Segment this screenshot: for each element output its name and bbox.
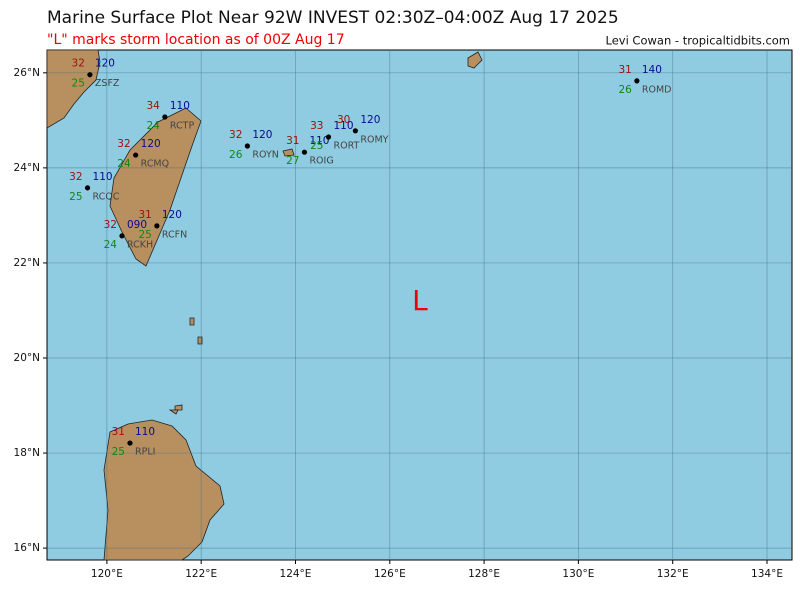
- station-id: RCKH: [127, 239, 153, 250]
- lat-label: 24°N: [14, 162, 40, 174]
- lat-label: 16°N: [14, 542, 40, 554]
- graticule: 120°E 122°E 124°E 126°E 128°E 130°E 132°E 134°E…: [14, 50, 792, 580]
- lon-label: 128°E: [468, 568, 500, 580]
- station-id: ROMD: [642, 84, 672, 95]
- storm-marker: L: [412, 284, 428, 317]
- lat-label: 26°N: [14, 67, 40, 79]
- station-dot: [634, 78, 640, 84]
- lat-label: 22°N: [14, 257, 40, 269]
- pressure: 110: [135, 426, 155, 438]
- land: [46, 49, 483, 561]
- station-dot: [127, 440, 133, 446]
- lon-label: 122°E: [185, 568, 217, 580]
- station-dot: [325, 134, 332, 140]
- dewpoint: 25: [69, 191, 82, 203]
- dewpoint: 25: [310, 140, 323, 152]
- pressure: 110: [170, 100, 190, 112]
- station-id: ROYN: [252, 150, 278, 161]
- station-dot: [154, 223, 160, 229]
- station-dot: [352, 128, 358, 134]
- station-id: RCFN: [162, 229, 187, 240]
- title: Marine Surface Plot Near 92W INVEST 02:3…: [47, 8, 619, 28]
- lon-label: 120°E: [91, 568, 123, 580]
- station-id: RCQC: [93, 191, 120, 202]
- pressure: 110: [333, 120, 353, 132]
- station-dot: [133, 152, 139, 158]
- pressure: 120: [252, 129, 272, 141]
- station-id: ZSFZ: [95, 78, 120, 89]
- station-id: ROMY: [360, 134, 388, 145]
- lon-label: 130°E: [562, 568, 594, 580]
- dewpoint: 24: [117, 158, 131, 170]
- credit: Levi Cowan - tropicaltidbits.com: [606, 34, 791, 48]
- dewpoint: 25: [138, 229, 151, 241]
- station-id: RORT: [333, 140, 359, 151]
- station-id: RCTP: [170, 121, 195, 132]
- pressure: 120: [95, 58, 115, 70]
- pressure: 110: [93, 171, 113, 183]
- temperature: 31: [286, 135, 299, 147]
- temperature: 31: [112, 426, 125, 438]
- station-dot: [84, 185, 91, 191]
- station-id: RPLI: [135, 447, 155, 458]
- pressure: 110: [309, 135, 329, 147]
- lon-label: 132°E: [657, 568, 689, 580]
- station-dot: [244, 143, 250, 149]
- dewpoint: 27: [286, 155, 299, 167]
- lat-label: 18°N: [14, 447, 40, 459]
- dewpoint: 26: [229, 149, 243, 161]
- pressure: 120: [162, 209, 182, 221]
- station-dot: [301, 149, 308, 155]
- lon-label: 124°E: [280, 568, 312, 580]
- temperature: 31: [138, 209, 151, 221]
- temperature: 32: [104, 219, 117, 231]
- dewpoint: 26: [618, 84, 632, 96]
- temperature: 34: [147, 100, 161, 112]
- pressure: 120: [141, 138, 161, 150]
- station-id: ROIG: [309, 156, 333, 167]
- temperature: 33: [310, 120, 323, 132]
- pressure: 090: [127, 219, 147, 231]
- temperature: 32: [72, 58, 85, 70]
- lon-label: 126°E: [374, 568, 406, 580]
- lon-label: 134°E: [751, 568, 783, 580]
- dewpoint: 25: [72, 78, 85, 90]
- dewpoint: 24: [147, 120, 161, 132]
- temperature: 32: [69, 171, 82, 183]
- station-id: RCMQ: [141, 159, 169, 170]
- station-dot: [162, 114, 168, 120]
- temperature: 31: [618, 64, 631, 76]
- temperature: 32: [229, 129, 242, 141]
- lat-label: 20°N: [14, 352, 40, 364]
- dewpoint: 25: [112, 446, 125, 458]
- station-dot: [87, 72, 93, 78]
- subtitle: "L" marks storm location as of 00Z Aug 1…: [47, 32, 345, 48]
- pressure: 120: [360, 114, 380, 126]
- temperature: 32: [117, 138, 130, 150]
- station-dot: [119, 233, 125, 239]
- dewpoint: 24: [104, 239, 118, 251]
- pressure: 140: [642, 64, 662, 76]
- temperature: 30: [337, 114, 350, 126]
